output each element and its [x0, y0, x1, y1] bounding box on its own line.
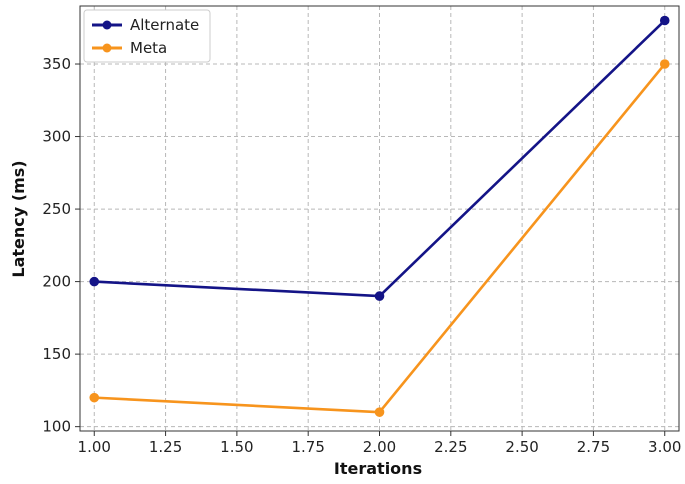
x-tick-label: 1.25 — [149, 438, 182, 456]
x-tick-label: 2.25 — [434, 438, 467, 456]
data-point-alternate — [659, 15, 670, 26]
data-point-meta — [374, 407, 385, 417]
data-point-meta — [659, 59, 670, 69]
legend-label-meta: Meta — [130, 39, 167, 57]
legend: Alternate Meta — [83, 9, 211, 63]
x-axis: 1.00 1.25 1.50 1.75 2.00 2.25 2.50 2.75 3.00 — [78, 431, 681, 456]
x-tick-label: 1.75 — [291, 438, 324, 456]
y-tick-label: 100 — [42, 418, 71, 436]
y-tick-label: 150 — [42, 345, 71, 363]
legend-marker-meta — [102, 43, 112, 53]
x-tick-label: 3.00 — [648, 438, 681, 456]
legend-label-alternate: Alternate — [130, 16, 199, 34]
data-point-alternate — [374, 291, 385, 301]
x-tick-label: 2.50 — [505, 438, 538, 456]
data-point-meta — [89, 392, 100, 403]
data-point-alternate — [89, 276, 100, 287]
x-tick-label: 2.75 — [577, 438, 610, 456]
x-tick-label: 2.00 — [363, 438, 396, 456]
y-axis: 100 150 200 250 300 350 — [42, 55, 80, 436]
x-tick-label: 1.50 — [220, 438, 253, 456]
series-layer — [89, 15, 670, 417]
y-axis-title: Latency (ms) — [9, 160, 28, 277]
y-tick-label: 300 — [42, 128, 71, 146]
y-tick-label: 350 — [42, 55, 71, 73]
x-axis-title: Iterations — [334, 459, 422, 478]
x-tick-label: 1.00 — [78, 438, 111, 456]
y-tick-label: 250 — [42, 200, 71, 218]
legend-marker-alternate — [102, 20, 112, 30]
grid — [80, 6, 679, 431]
y-tick-label: 200 — [42, 273, 71, 291]
